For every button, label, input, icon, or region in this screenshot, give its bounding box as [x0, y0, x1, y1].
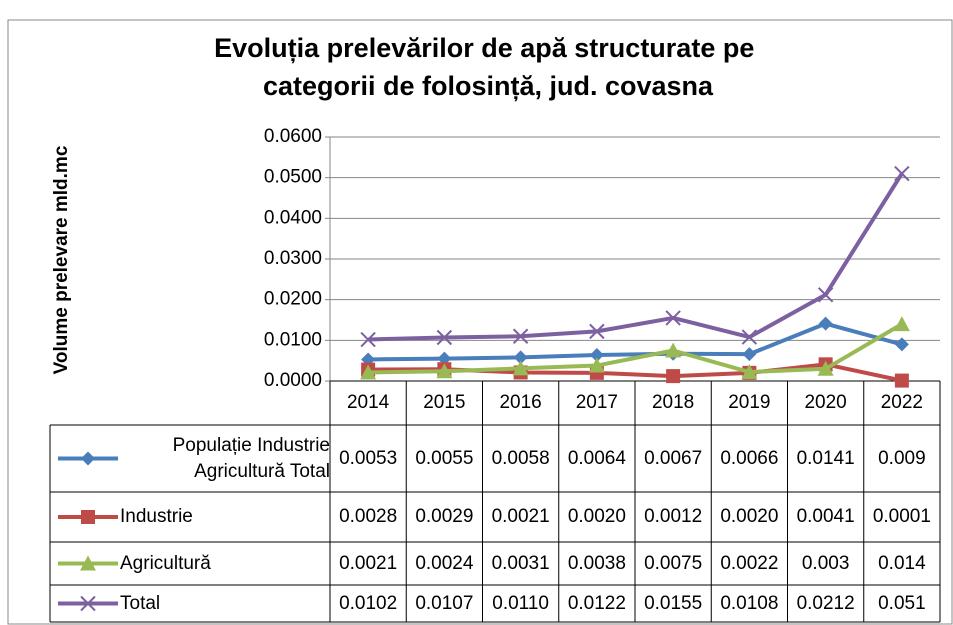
marker — [588, 357, 605, 373]
marker — [80, 595, 96, 612]
y-tick-label: 0.0300 — [264, 248, 322, 269]
data-table-cell: 0.0031 — [491, 552, 550, 574]
data-table-cell: 0.0122 — [567, 592, 626, 614]
marker — [665, 310, 681, 326]
data-table-cell: 0.0155 — [644, 592, 703, 614]
marker — [81, 510, 95, 524]
data-table-cell: 0.0024 — [415, 552, 474, 574]
marker — [589, 323, 605, 340]
marker — [818, 316, 833, 331]
data-table-cell: 0.0141 — [796, 447, 855, 469]
data-table-cell: 0.051 — [878, 592, 926, 614]
data-table-cell: 0.0058 — [491, 447, 550, 469]
series-line — [368, 321, 903, 362]
marker — [741, 329, 758, 345]
data-table-cell: 0.0055 — [415, 447, 474, 469]
data-table-cell: 0.014 — [878, 552, 926, 574]
legend-label: Populație Industrie Agricultură Total — [172, 434, 330, 482]
data-table-cell: 0.0102 — [339, 592, 398, 614]
x-tick-label: 2014 — [346, 392, 390, 413]
data-table-cell: 0.003 — [801, 552, 850, 574]
y-tick-label: 0.0000 — [264, 370, 322, 391]
marker — [360, 364, 377, 380]
data-table-cell: 0.0066 — [720, 447, 779, 469]
marker — [589, 347, 604, 362]
x-tick-label: 2018 — [651, 392, 695, 413]
legend-label: Total — [120, 592, 161, 614]
x-tick-label: 2020 — [804, 392, 847, 413]
data-table-cell: 0.0029 — [415, 506, 474, 527]
x-tick-label: 2022 — [880, 392, 924, 413]
y-tick-label: 0.0100 — [264, 329, 322, 350]
y-tick-label: 0.0600 — [264, 126, 322, 147]
data-table-cell: 0.0064 — [567, 447, 626, 469]
x-tick-label: 2019 — [728, 392, 771, 413]
marker — [817, 360, 834, 376]
series-line — [368, 172, 904, 342]
data-table-cell: 0.0075 — [644, 552, 703, 574]
data-table-cell: 0.0020 — [567, 506, 626, 527]
marker — [893, 316, 910, 332]
marker — [436, 329, 453, 346]
data-table-cell: 0.0012 — [644, 506, 703, 527]
y-tick-label: 0.0500 — [264, 167, 322, 188]
marker — [436, 363, 453, 379]
marker — [665, 342, 682, 358]
data-table-cell: 0.0053 — [339, 447, 398, 469]
y-tick-label: 0.0200 — [264, 289, 322, 310]
data-table-cell: 0.0028 — [339, 506, 398, 527]
x-tick-label: 2015 — [423, 392, 466, 413]
marker — [894, 165, 910, 182]
marker — [437, 351, 452, 366]
x-tick-label: 2017 — [575, 392, 619, 413]
marker — [894, 373, 909, 388]
marker — [741, 364, 758, 380]
data-table-cell: 0.0108 — [720, 592, 779, 614]
chart-border — [7, 19, 953, 625]
marker — [81, 451, 95, 466]
marker — [513, 350, 528, 365]
marker — [512, 328, 529, 344]
data-table-cell: 0.0038 — [567, 552, 626, 574]
legend-label: Industrie — [120, 506, 193, 527]
legend-label: Agricultură — [120, 552, 211, 574]
marker — [80, 555, 96, 571]
data-table-cell: 0.0001 — [872, 506, 931, 527]
data-table-cell: 0.0022 — [720, 552, 779, 574]
series-line — [368, 322, 903, 375]
data-table-cell: 0.0041 — [796, 506, 855, 527]
x-tick-label: 2016 — [499, 392, 542, 413]
marker — [666, 369, 681, 384]
data-table-cell: 0.0212 — [796, 592, 855, 614]
y-tick-label: 0.0400 — [264, 207, 322, 228]
marker — [817, 287, 834, 303]
data-table-cell: 0.0021 — [491, 506, 550, 527]
data-table-cell: 0.0067 — [644, 447, 703, 469]
marker — [894, 337, 909, 352]
data-table-cell: 0.0020 — [720, 506, 779, 527]
chart-title: Evoluția prelevărilor de apă structurate… — [214, 33, 762, 101]
y-axis-label: Volume prelevare mld.mc — [51, 145, 72, 374]
marker — [360, 331, 376, 348]
marker — [742, 347, 757, 362]
marker — [512, 360, 529, 376]
data-table-cell: 0.0107 — [415, 592, 474, 614]
data-table-cell: 0.0021 — [339, 552, 398, 574]
data-table-cell: 0.009 — [878, 447, 926, 469]
data-table-cell: 0.0110 — [492, 592, 549, 614]
